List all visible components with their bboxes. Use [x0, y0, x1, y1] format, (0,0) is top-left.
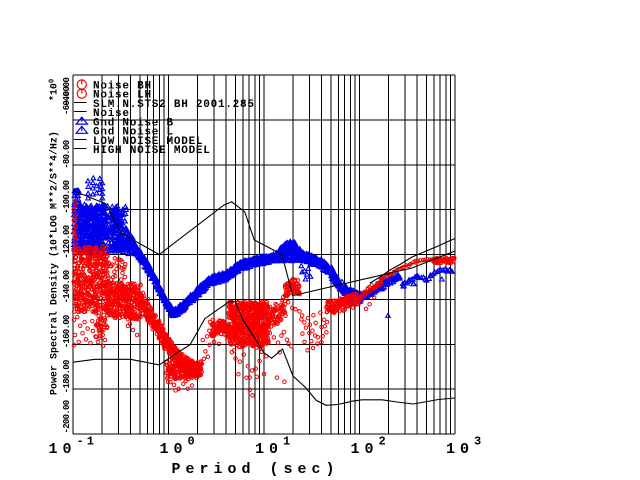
- svg-text:10: 10: [160, 441, 188, 458]
- svg-text:Noise LH: Noise LH: [93, 90, 152, 102]
- svg-text:-200.00: -200.00: [62, 400, 72, 433]
- svg-text:3: 3: [474, 435, 484, 449]
- svg-text:Gnd Noise L: Gnd Noise L: [93, 127, 174, 139]
- svg-text:-60.00: -60.00: [62, 86, 72, 115]
- svg-text:LOW NOISE MODEL: LOW NOISE MODEL: [93, 136, 203, 148]
- svg-text:10: 10: [49, 441, 77, 458]
- svg-text:SLM.N.STS2 BH 2001.285: SLM.N.STS2 BH 2001.285: [93, 99, 255, 111]
- svg-text:10: 10: [351, 441, 379, 458]
- svg-text:HIGH NOISE MODEL: HIGH NOISE MODEL: [93, 145, 211, 157]
- svg-text:-1: -1: [77, 435, 97, 449]
- svg-text:-100.00: -100.00: [62, 180, 72, 213]
- svg-text:-140.00: -140.00: [62, 270, 72, 303]
- svg-text:-40.00: -40.00: [62, 77, 72, 106]
- svg-text:0: 0: [188, 435, 198, 449]
- svg-text:-80.00: -80.00: [62, 140, 72, 169]
- svg-text:10: 10: [255, 441, 283, 458]
- svg-text:-160.00: -160.00: [62, 315, 72, 348]
- svg-text:Noise: Noise: [93, 108, 130, 120]
- svg-text:Power Spectral Density (10*LOG: Power Spectral Density (10*LOG M**2/S**4…: [49, 79, 60, 395]
- svg-text:10: 10: [446, 441, 474, 458]
- svg-text:-180.00: -180.00: [62, 360, 72, 393]
- svg-text:Gnd Noise B: Gnd Noise B: [93, 118, 174, 130]
- svg-text:Noise BH: Noise BH: [93, 81, 152, 93]
- svg-text:-120.00: -120.00: [62, 225, 72, 258]
- svg-text:Period (sec): Period (sec): [172, 461, 340, 478]
- svg-text:2: 2: [379, 435, 389, 449]
- svg-text:1: 1: [283, 435, 293, 449]
